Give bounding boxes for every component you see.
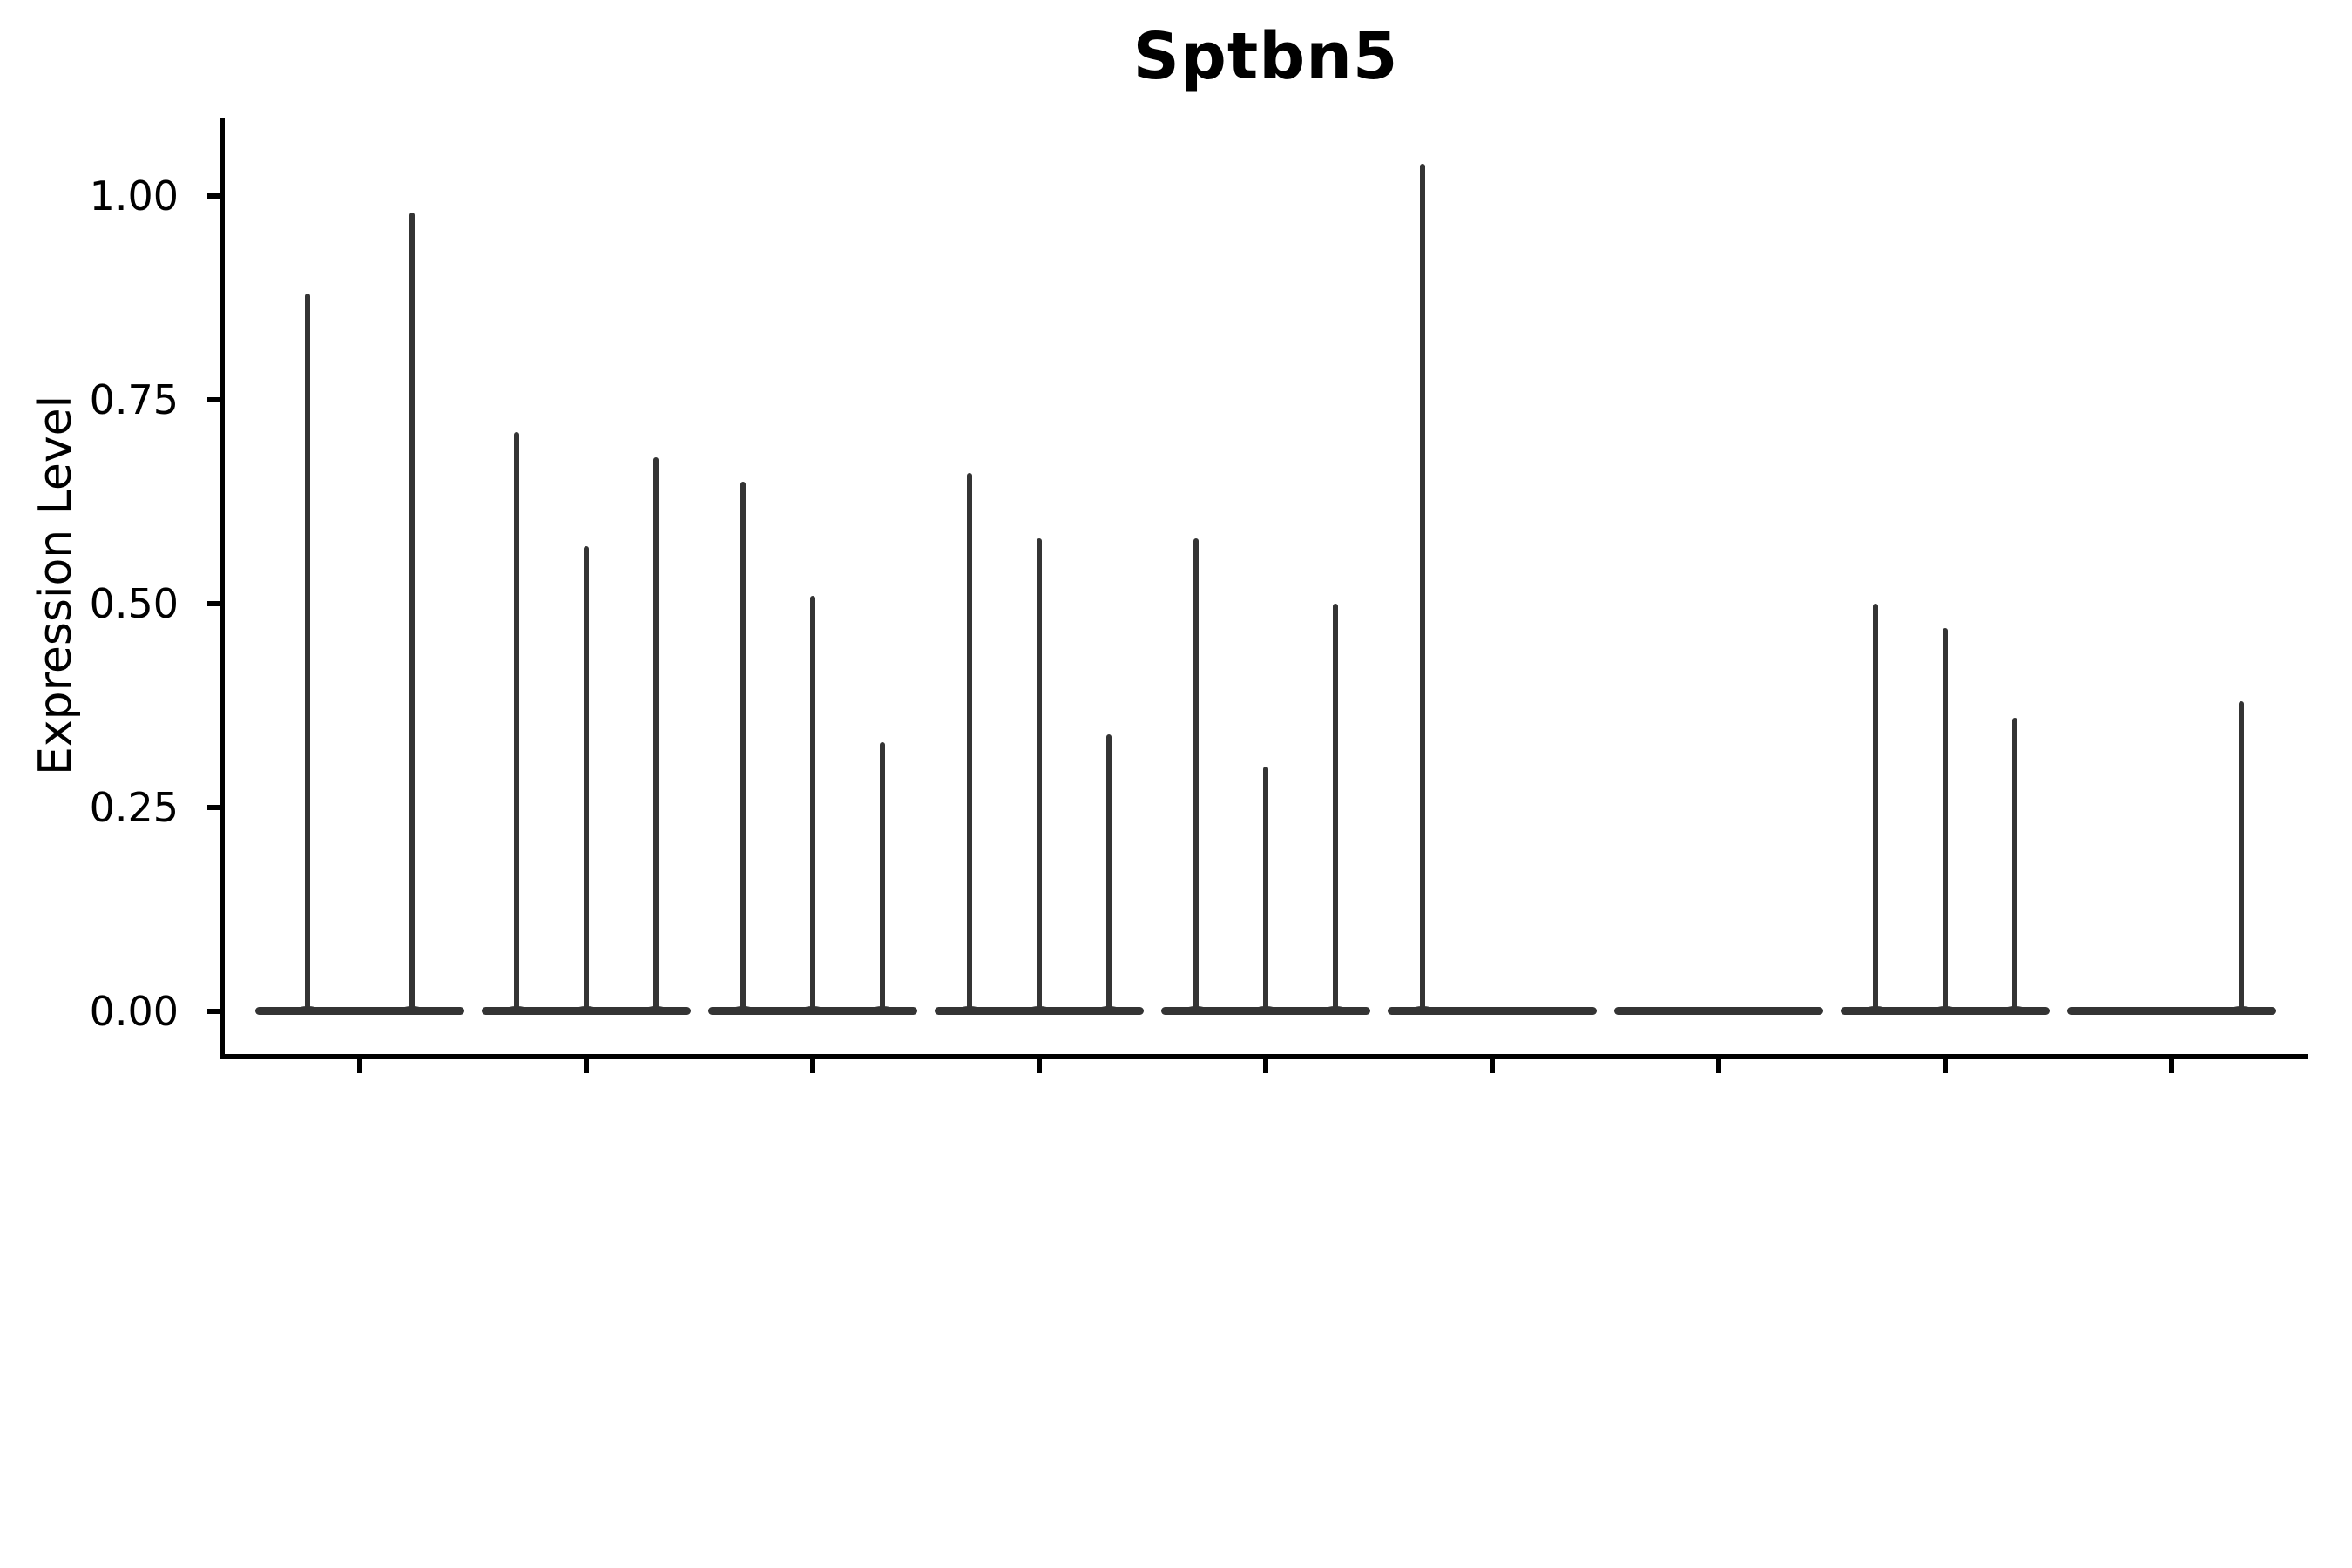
violin-spike bbox=[2238, 701, 2244, 1011]
y-tick-mark bbox=[207, 193, 220, 199]
violin-spike bbox=[740, 481, 746, 1011]
y-tick-label: 0.50 bbox=[89, 580, 179, 627]
violin-baseline bbox=[1614, 1007, 1823, 1015]
violin-spike bbox=[1037, 538, 1042, 1011]
figure-title: Sptbn5 bbox=[1132, 19, 1399, 94]
violin-spike bbox=[514, 432, 519, 1011]
y-tick-mark bbox=[207, 601, 220, 606]
axis-spine-bottom bbox=[220, 1054, 2308, 1059]
x-tick-mark bbox=[584, 1059, 589, 1073]
x-tick-mark bbox=[1263, 1059, 1268, 1073]
y-tick-label: 0.00 bbox=[89, 988, 179, 1035]
y-tick-label: 1.00 bbox=[89, 172, 179, 220]
x-tick-mark bbox=[1037, 1059, 1042, 1073]
violin-spike bbox=[1105, 733, 1112, 1011]
x-tick-mark bbox=[1490, 1059, 1495, 1073]
violin-spike bbox=[1420, 163, 1425, 1011]
y-tick-mark bbox=[207, 805, 220, 810]
x-tick-mark bbox=[2169, 1059, 2174, 1073]
violin-spike bbox=[810, 595, 815, 1011]
violin-spike bbox=[1263, 767, 1268, 1011]
violin-spike bbox=[409, 212, 415, 1011]
x-tick-mark bbox=[1943, 1059, 1948, 1073]
y-tick-label: 0.25 bbox=[89, 784, 179, 831]
violin-spike bbox=[305, 294, 310, 1011]
y-tick-mark bbox=[207, 1009, 220, 1014]
x-tick-mark bbox=[1716, 1059, 1721, 1073]
y-tick-mark bbox=[207, 397, 220, 402]
violin-spike bbox=[1332, 604, 1338, 1011]
violin-spike bbox=[967, 473, 972, 1011]
violin-spike bbox=[584, 546, 589, 1011]
x-tick-mark bbox=[810, 1059, 815, 1073]
violin-spike bbox=[879, 742, 885, 1011]
violin-baseline bbox=[255, 1007, 464, 1015]
violin-baseline bbox=[2067, 1007, 2276, 1015]
x-tick-mark bbox=[357, 1059, 362, 1073]
violin-spike bbox=[1193, 538, 1199, 1011]
violin-baseline bbox=[1388, 1007, 1597, 1015]
y-tick-label: 0.75 bbox=[89, 376, 179, 423]
violin-spike bbox=[1943, 628, 1948, 1011]
axis-spine-left bbox=[220, 118, 225, 1059]
violin-spike bbox=[652, 456, 659, 1011]
violin-spike bbox=[1873, 604, 1878, 1011]
violin-spike bbox=[2011, 718, 2017, 1011]
